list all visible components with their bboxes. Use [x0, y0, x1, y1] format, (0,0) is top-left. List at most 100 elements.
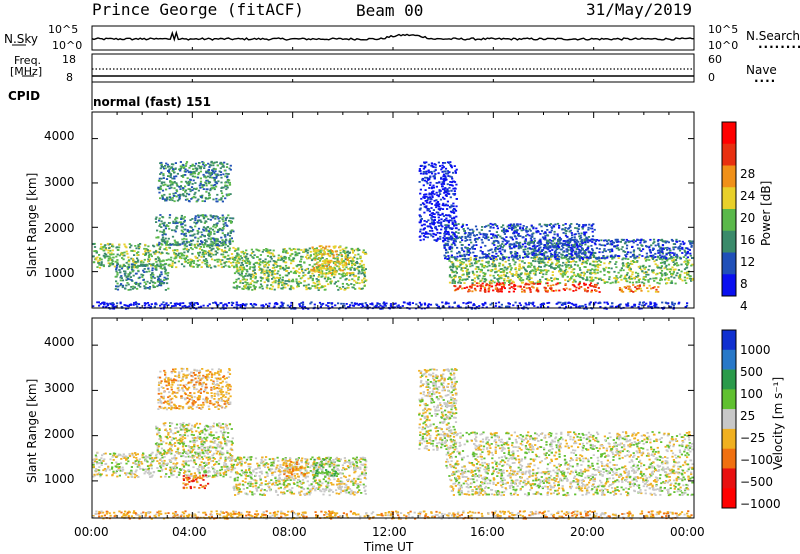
data-cell	[191, 163, 194, 166]
data-cell	[492, 233, 495, 236]
data-cell	[139, 263, 143, 266]
data-cell	[573, 285, 576, 288]
data-cell	[577, 232, 580, 235]
data-cell	[195, 263, 198, 266]
data-cell	[624, 254, 627, 256]
data-cell	[587, 228, 590, 231]
data-cell	[313, 267, 316, 270]
data-cell	[189, 225, 192, 228]
data-cell	[531, 285, 534, 288]
data-cell	[301, 276, 304, 279]
data-cell	[202, 246, 206, 248]
data-cell	[509, 236, 512, 239]
data-cell	[664, 240, 667, 243]
data-cell	[579, 245, 582, 248]
data-cell	[340, 273, 343, 276]
data-cell	[264, 263, 267, 266]
data-cell	[161, 267, 164, 270]
data-cell	[328, 255, 332, 257]
data-cell	[643, 240, 646, 243]
data-cell	[215, 197, 218, 200]
data-cell	[194, 196, 197, 199]
data-cell	[170, 243, 173, 246]
data-cell	[189, 262, 193, 265]
data-cell	[226, 184, 229, 187]
data-cell	[228, 219, 231, 222]
data-cell	[683, 261, 686, 263]
data-cell	[325, 258, 328, 260]
data-cell	[184, 170, 187, 173]
data-cell	[201, 253, 204, 256]
data-cell	[222, 242, 225, 244]
data-cell	[245, 278, 248, 281]
data-cell	[549, 287, 552, 290]
data-cell	[257, 249, 261, 252]
data-cell	[137, 251, 140, 253]
data-cell	[436, 194, 439, 196]
data-cell	[156, 251, 159, 253]
data-cell	[287, 284, 290, 287]
data-cell	[131, 287, 135, 290]
data-cell	[249, 254, 252, 257]
data-cell	[127, 256, 130, 259]
data-cell	[602, 267, 605, 270]
data-cell	[229, 232, 232, 234]
data-cell	[184, 232, 187, 235]
data-cell	[536, 250, 539, 253]
data-cell	[573, 279, 576, 282]
data-cell	[566, 235, 569, 238]
data-cell	[535, 249, 538, 252]
data-cell	[513, 229, 516, 232]
data-cell	[446, 251, 449, 254]
data-cell	[147, 258, 150, 261]
data-cell	[124, 274, 127, 277]
data-cell	[297, 282, 300, 285]
data-cell	[258, 286, 261, 289]
data-cell	[271, 285, 274, 288]
data-cell	[216, 243, 219, 245]
data-cell	[173, 251, 176, 254]
data-cell	[492, 255, 496, 258]
data-cell	[632, 261, 636, 263]
data-cell	[587, 245, 590, 248]
data-cell	[649, 250, 652, 253]
data-cell	[557, 261, 560, 263]
data-cell	[116, 288, 120, 291]
data-cell	[187, 171, 190, 174]
data-cell	[527, 247, 530, 250]
data-cell	[467, 257, 470, 260]
data-cell	[226, 186, 229, 189]
data-cell	[659, 251, 662, 253]
data-cell	[214, 173, 217, 176]
data-cell	[558, 251, 561, 254]
data-cell	[591, 268, 594, 271]
data-cell	[487, 261, 490, 264]
data-cell	[227, 254, 230, 257]
data-cell	[312, 269, 315, 272]
data-cell	[158, 177, 161, 180]
data-cell	[190, 173, 193, 175]
data-cell	[284, 280, 287, 282]
data-cell	[197, 216, 200, 219]
data-cell	[197, 171, 201, 174]
data-cell	[496, 283, 499, 286]
data-cell	[485, 225, 488, 228]
data-cell	[213, 259, 216, 262]
data-cell	[439, 214, 442, 216]
data-cell	[677, 269, 680, 271]
data-cell	[472, 251, 475, 254]
data-cell	[179, 185, 182, 187]
data-cell	[456, 265, 459, 268]
data-cell	[502, 269, 505, 272]
data-cell	[627, 251, 630, 254]
data-cell	[360, 287, 363, 290]
data-cell	[673, 254, 676, 256]
data-cell	[670, 255, 673, 258]
data-cell	[188, 241, 191, 243]
data-cell	[315, 278, 318, 280]
data-cell	[185, 254, 188, 257]
data-cell	[325, 259, 328, 261]
data-cell	[469, 236, 472, 239]
data-cell	[217, 240, 220, 243]
data-cell	[625, 238, 628, 241]
